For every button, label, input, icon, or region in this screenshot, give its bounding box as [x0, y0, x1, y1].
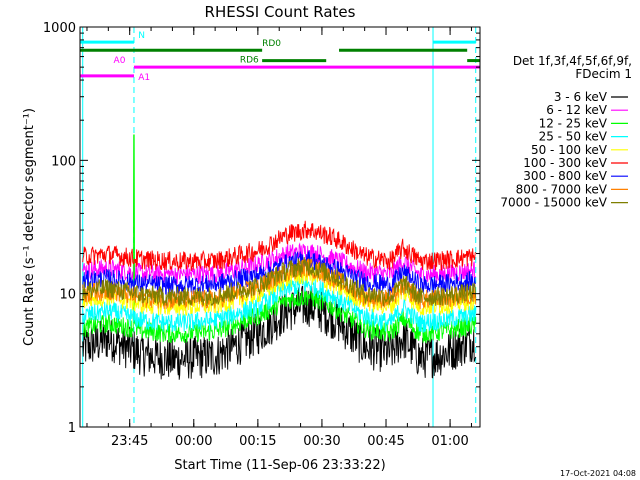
legend-label-1: 6 - 12 keV — [546, 103, 608, 117]
series-line-5 — [82, 220, 476, 272]
state-bar-label-1: RD0 — [262, 39, 281, 49]
x-tick-label-4: 00:45 — [367, 434, 404, 449]
state-bar-label-3: A0 — [114, 56, 126, 66]
legend-header-line-1: Det 1f,3f,4f,5f,6f,9f, — [512, 54, 632, 68]
series-line-1 — [82, 242, 477, 286]
legend-label-7: 800 - 7000 keV — [516, 182, 608, 196]
x-tick-label-0: 23:45 — [111, 434, 148, 449]
series-lines — [82, 134, 477, 380]
x-tick-label-5: 01:00 — [431, 434, 468, 449]
legend-header-line-2: FDecim 1 — [575, 67, 632, 81]
legend-label-5: 100 - 300 keV — [523, 156, 607, 170]
x-tick-label-1: 00:00 — [175, 434, 212, 449]
legend-label-6: 300 - 800 keV — [523, 169, 607, 183]
legend-label-4: 50 - 100 keV — [531, 143, 608, 157]
state-bar-label-0: N — [138, 31, 145, 41]
legend-label-2: 12 - 25 keV — [539, 116, 608, 130]
state-bar-label-4: A1 — [138, 73, 150, 83]
legend-label-8: 7000 - 15000 keV — [500, 196, 607, 210]
x-tick-label-3: 00:30 — [303, 434, 340, 449]
legend-label-0: 3 - 6 keV — [554, 90, 608, 104]
x-tick-label-2: 00:15 — [239, 434, 276, 449]
footer-timestamp: 17-Oct-2021 04:08 — [560, 469, 636, 478]
axes: 23:45 00:00 00:15 00:30 00:45 01:00 1 10 100 1000 — [43, 21, 480, 449]
x-axis-label: Start Time (11-Sep-06 23:33:22) — [174, 458, 385, 473]
state-bar-label-2: RD6 — [240, 56, 259, 66]
legend-label-3: 25 - 50 keV — [539, 130, 608, 144]
series-line-8 — [82, 256, 477, 307]
y-axis-label: Count Rate (s⁻¹ detector segment⁻¹) — [22, 108, 37, 346]
y-tick-label-3: 1000 — [43, 21, 76, 36]
y-tick-label-2: 100 — [51, 154, 76, 169]
plot-frame — [79, 26, 481, 428]
chart-title: RHESSI Count Rates — [205, 3, 356, 21]
legend-header: Det 1f,3f,4f,5f,6f,9f, FDecim 1 — [513, 55, 632, 81]
y-tick-label-0: 1 — [68, 421, 76, 436]
y-tick-label-1: 10 — [59, 288, 76, 303]
